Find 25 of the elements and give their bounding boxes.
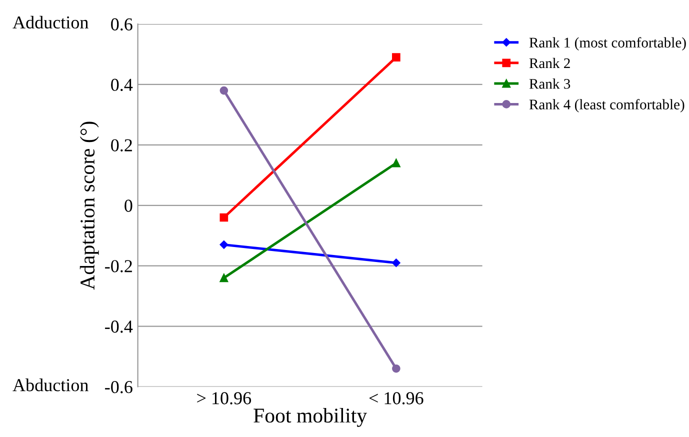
y-tick-label: -0.2 xyxy=(105,260,132,272)
text: Abduction xyxy=(12,378,88,392)
legend-label: Rank 3 xyxy=(529,78,570,89)
text: Adduction xyxy=(12,16,88,29)
point xyxy=(392,364,400,373)
legend-label: Rank 1 (most comfortable) xyxy=(529,37,686,51)
x-tick-label: > 10.96 xyxy=(197,392,252,404)
point xyxy=(220,274,228,282)
legend-label: Rank 4 (least comfortable) xyxy=(529,99,684,112)
y-tick-label: 0.2 xyxy=(111,139,132,152)
y-tick-label: 0 xyxy=(124,200,132,212)
x-axis-title: Foot mobility xyxy=(254,408,367,427)
point xyxy=(220,86,228,95)
y-tick-label: 0.6 xyxy=(111,18,132,31)
legend-label: Rank 2 xyxy=(529,58,570,68)
point xyxy=(220,240,228,249)
y-tick-label: 0.4 xyxy=(111,78,133,92)
y-tick-label: -0.6 xyxy=(105,381,132,394)
point xyxy=(392,258,400,267)
y-axis-title: Adaptation score (°) xyxy=(80,122,99,290)
y-tick-label: -0.4 xyxy=(105,320,133,333)
point xyxy=(392,53,400,62)
x-tick-label: < 10.96 xyxy=(369,392,424,404)
point xyxy=(220,213,228,222)
point xyxy=(392,158,400,168)
